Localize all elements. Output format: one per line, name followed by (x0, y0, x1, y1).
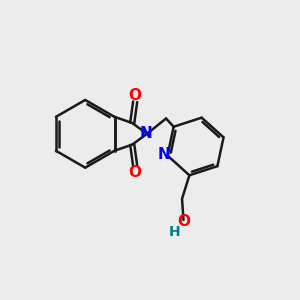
Text: N: N (140, 126, 153, 141)
Text: O: O (129, 88, 142, 103)
Text: N: N (158, 147, 170, 162)
Text: O: O (129, 165, 142, 180)
Text: O: O (178, 214, 190, 229)
Text: H: H (168, 225, 180, 239)
